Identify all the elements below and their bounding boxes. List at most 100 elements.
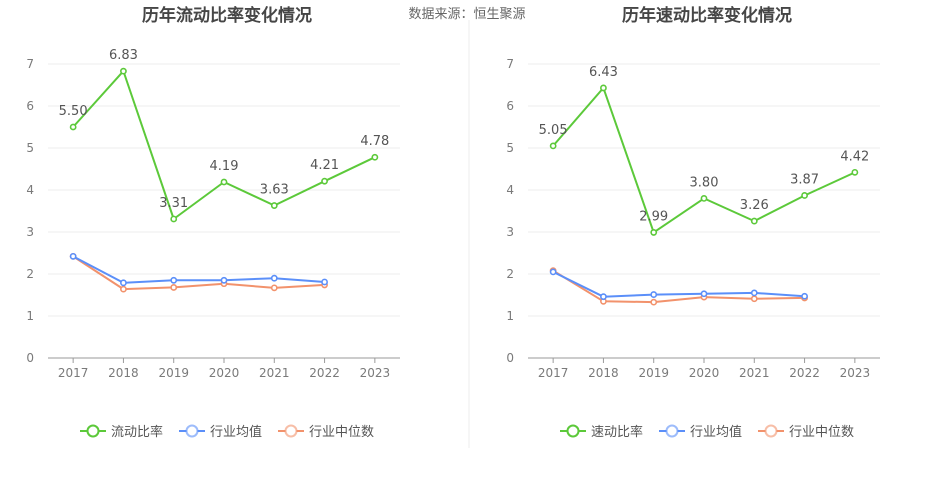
y-tick-label: 6	[506, 99, 514, 113]
y-tick-label: 0	[506, 351, 514, 365]
x-tick-label: 2021	[259, 366, 290, 380]
data-point	[549, 142, 557, 150]
chart-panel-1: 历年流动比率变化情况 0 1 2 3 4 5 6 7 2017 2018 2019 2020 2021 20…	[26, 5, 400, 440]
data-point	[700, 290, 708, 298]
data-point	[801, 292, 808, 300]
data-point	[120, 285, 127, 293]
data-point	[321, 278, 328, 286]
data-label: 2.99	[639, 209, 668, 224]
data-point	[650, 291, 658, 298]
legend-marker-icon	[86, 424, 100, 438]
data-point	[600, 293, 607, 301]
legend-label: 行业均值	[690, 424, 742, 440]
data-label: 4.78	[360, 134, 389, 149]
x-tick-label: 2019	[158, 366, 189, 380]
legend-marker-icon	[566, 424, 580, 438]
data-point	[270, 274, 278, 282]
y-tick-label: 2	[26, 267, 34, 281]
y-tick-label: 6	[26, 99, 34, 113]
legend-label: 行业中位数	[309, 425, 374, 440]
x-tick-label: 2019	[638, 366, 669, 380]
data-point	[220, 276, 228, 284]
x-tick-label: 2020	[689, 366, 720, 380]
legend-marker-icon	[665, 424, 679, 438]
series-line-2	[72, 255, 325, 284]
data-label: 3.31	[159, 196, 188, 211]
y-tick-label: 1	[26, 309, 34, 323]
chart-title: 历年速动比率变化情况	[622, 5, 792, 26]
y-tick-label: 0	[26, 351, 34, 365]
x-tick-label: 2022	[309, 366, 340, 380]
y-tick-label: 5	[506, 141, 514, 155]
legend-marker-icon	[185, 424, 199, 438]
data-label: 3.63	[260, 183, 289, 198]
data-label: 4.21	[310, 158, 339, 173]
source-text: 数据来源：恒生聚源	[408, 7, 525, 22]
y-tick-label: 7	[506, 57, 514, 71]
x-tick-label: 2017	[538, 366, 569, 380]
series-line-3	[552, 269, 805, 304]
legend-item-2: 行业均值	[659, 424, 742, 440]
chart-panel-2: 历年速动比率变化情况 0 1 2 3 4 5 6 7 2017 2018 2019 2020 2021 20…	[506, 5, 880, 440]
data-point	[851, 168, 859, 176]
data-point	[650, 298, 658, 306]
legend-item-3: 行业中位数	[758, 424, 854, 440]
y-tick-label: 3	[26, 225, 34, 239]
data-point	[650, 229, 658, 236]
y-tick-label: 4	[26, 183, 34, 197]
y-tick-label: 7	[26, 57, 34, 71]
series-line-1	[72, 70, 376, 220]
legend-marker-icon	[284, 424, 298, 438]
data-label: 5.50	[59, 104, 88, 119]
data-point	[750, 295, 758, 303]
y-tick-label: 1	[506, 309, 514, 323]
y-tick-label: 4	[506, 183, 514, 197]
legend-item-3: 行业中位数	[278, 424, 374, 440]
data-point	[700, 194, 708, 202]
x-tick-label: 2023	[840, 366, 871, 380]
x-tick-label: 2018	[588, 366, 619, 380]
data-point	[220, 178, 228, 186]
data-point	[549, 268, 557, 276]
data-point	[270, 284, 278, 292]
data-point	[170, 284, 178, 291]
data-point	[600, 84, 607, 92]
data-point	[120, 279, 127, 287]
y-tick-label: 2	[506, 267, 514, 281]
data-label: 6.83	[109, 48, 138, 63]
legend-label: 行业中位数	[789, 425, 854, 440]
data-point	[120, 67, 127, 75]
data-point	[170, 215, 178, 223]
legend-marker-icon	[764, 424, 778, 438]
x-tick-label: 2021	[739, 366, 770, 380]
data-label: 5.05	[539, 123, 568, 138]
data-label: 4.42	[840, 149, 869, 164]
series-line-3	[72, 255, 325, 291]
legend-item-1: 速动比率	[560, 424, 643, 440]
legend-label: 流动比率	[111, 424, 163, 440]
legend-label: 行业均值	[210, 424, 262, 440]
data-point	[321, 177, 328, 185]
x-tick-label: 2017	[58, 366, 89, 380]
legend-label: 速动比率	[591, 424, 643, 440]
y-tick-label: 3	[506, 225, 514, 239]
data-point	[69, 252, 77, 260]
series-line-2	[552, 271, 805, 298]
data-point	[270, 202, 278, 209]
data-label: 4.19	[210, 159, 239, 174]
data-label: 3.87	[790, 172, 819, 187]
chart-title: 历年流动比率变化情况	[142, 5, 312, 26]
data-label: 3.26	[740, 198, 769, 213]
data-label: 3.80	[690, 175, 719, 190]
data-point	[69, 123, 77, 131]
x-tick-label: 2018	[108, 366, 139, 380]
y-tick-label: 5	[26, 141, 34, 155]
data-point	[170, 276, 178, 284]
data-label: 6.43	[589, 65, 618, 80]
series-line-1	[552, 86, 856, 234]
x-tick-label: 2022	[789, 366, 820, 380]
x-tick-label: 2020	[209, 366, 240, 380]
x-tick-label: 2023	[360, 366, 391, 380]
data-point	[801, 192, 808, 199]
